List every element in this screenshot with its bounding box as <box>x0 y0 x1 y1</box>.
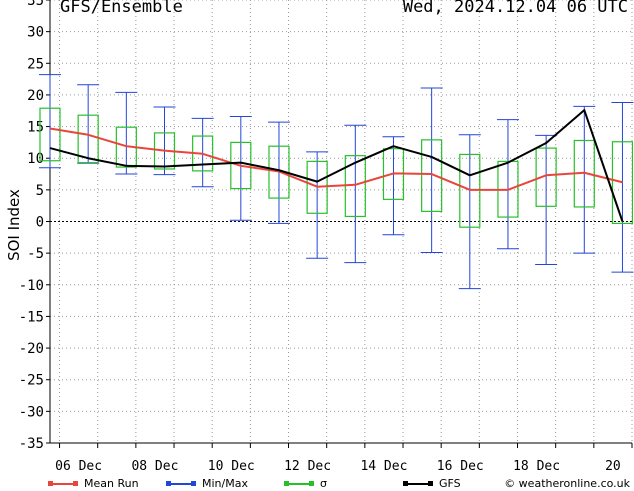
legend-item-min-max: Min/Max <box>166 477 248 490</box>
sigma-box <box>39 107 61 162</box>
sigma-box <box>306 160 328 214</box>
legend-item-gfs: GFS <box>403 477 461 490</box>
series-line-mean-run <box>49 127 623 191</box>
y-tick-label: -30 <box>19 404 44 420</box>
legend-label-gfs: GFS <box>439 477 461 490</box>
soi-chart: -35 -30 -25 -20 -15 -10 -5 0 5 10 15 20 25 30 35 06 Dec… <box>19 0 634 474</box>
y-tick-label: 30 <box>27 25 44 41</box>
legend-item-sigma: σ <box>284 477 327 490</box>
sigma-swatch <box>284 480 314 486</box>
x-tick-label: 16 Dec <box>437 459 484 474</box>
y-tick-label: 5 <box>36 183 44 199</box>
mean-run-swatch <box>48 480 78 486</box>
sigma-box <box>535 147 557 207</box>
credit-text: © weatheronline.co.uk <box>504 477 630 490</box>
sigma-box <box>268 145 290 199</box>
legend-label-min-max: Min/Max <box>202 477 248 490</box>
y-tick-label: -35 <box>19 436 44 452</box>
min-max-swatch <box>166 480 196 486</box>
y-axis-label-box: SOI Index <box>2 150 26 300</box>
sigma-box <box>421 139 443 212</box>
sigma-box <box>77 114 99 164</box>
y-tick-label: 0 <box>36 215 44 231</box>
chart-title-left: GFS/Ensemble <box>60 0 183 17</box>
sigma-box <box>611 141 634 224</box>
y-tick-label: -15 <box>19 309 44 325</box>
x-tick-label: 14 Dec <box>360 459 407 474</box>
chart-title-right: Wed, 2024.12.04 06 UTC <box>402 0 628 17</box>
x-tick-label: 20 <box>605 459 621 474</box>
y-tick-label: 15 <box>27 120 44 136</box>
x-tick-label: 08 Dec <box>131 459 178 474</box>
legend-item-mean-run: Mean Run <box>48 477 139 490</box>
y-tick-label: -25 <box>19 373 44 389</box>
y-tick-label: -10 <box>19 278 44 294</box>
x-tick-label: 06 Dec <box>55 459 102 474</box>
x-tick-label: 18 Dec <box>513 459 560 474</box>
x-tick-label: 10 Dec <box>208 459 255 474</box>
y-tick-label: -20 <box>19 341 44 357</box>
series-line-gfs <box>49 109 624 222</box>
legend-label-mean-run: Mean Run <box>84 477 139 490</box>
y-tick-label: 35 <box>27 0 44 9</box>
y-tick-label: 25 <box>27 56 44 72</box>
y-tick-label: 10 <box>27 151 44 167</box>
y-tick-label: -5 <box>27 246 44 262</box>
y-tick-label: 20 <box>27 88 44 104</box>
legend-label-sigma: σ <box>320 477 327 490</box>
y-axis-label: SOI Index <box>5 189 23 261</box>
legend: Mean Run Min/Max σ GFS <box>0 477 634 491</box>
gfs-swatch <box>403 480 433 486</box>
x-tick-label: 12 Dec <box>284 459 331 474</box>
